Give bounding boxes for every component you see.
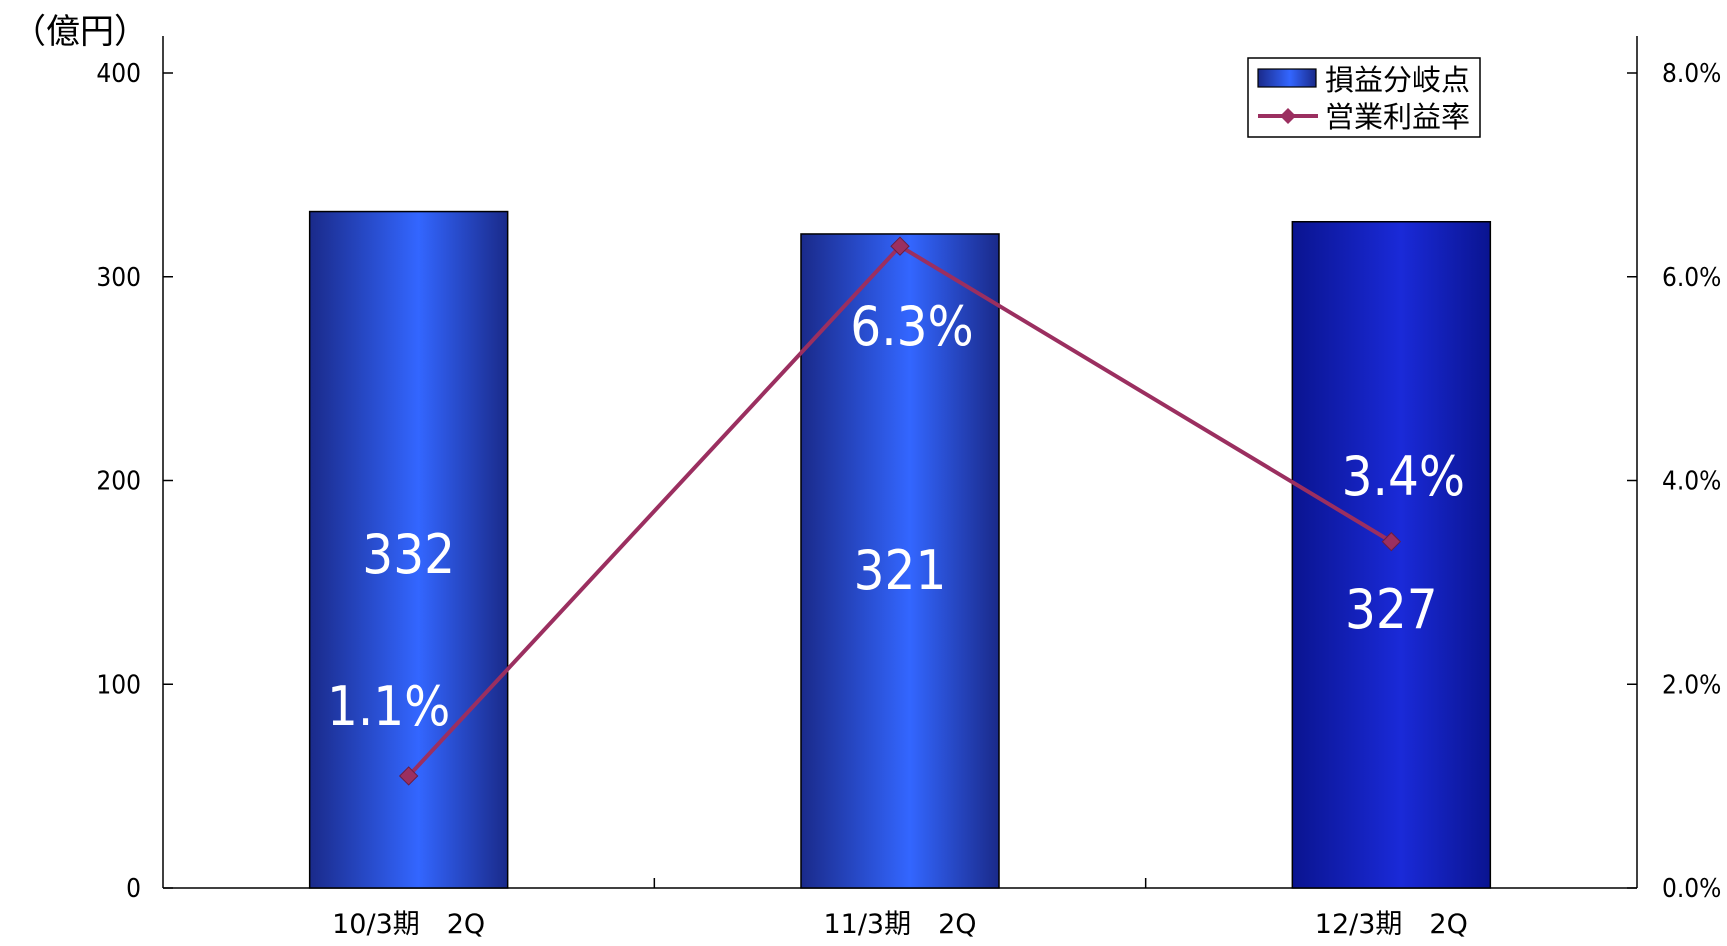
right-tick-label: 8.0% bbox=[1662, 59, 1721, 89]
right-tick-label: 2.0% bbox=[1662, 670, 1721, 700]
legend-line-marker bbox=[1280, 108, 1296, 124]
line-value-label: 1.1% bbox=[327, 675, 450, 738]
left-tick-label: 0 bbox=[126, 874, 141, 904]
bar-value-label: 332 bbox=[362, 523, 455, 586]
y-axis-unit-label: （億円） bbox=[12, 12, 148, 52]
right-tick-label: 0.0% bbox=[1662, 874, 1721, 904]
data-labels: 332 321 327 1.1% 6.3% 3.4% bbox=[327, 295, 1465, 738]
category-label: 10/3期 2Q bbox=[332, 909, 485, 940]
left-tick-label: 300 bbox=[96, 263, 141, 293]
right-tick-label: 6.0% bbox=[1662, 263, 1721, 293]
line-value-label: 3.4% bbox=[1342, 445, 1465, 508]
legend-bar-swatch bbox=[1257, 68, 1317, 88]
line-point-marker bbox=[890, 236, 910, 256]
line-series bbox=[398, 236, 1402, 786]
left-tick-label: 400 bbox=[96, 59, 141, 89]
line-point-marker bbox=[398, 766, 419, 786]
right-tick-label: 4.0% bbox=[1662, 467, 1721, 497]
category-label: 12/3期 2Q bbox=[1315, 909, 1468, 940]
legend-label-line: 営業利益率 bbox=[1325, 100, 1470, 134]
bar bbox=[800, 233, 1000, 889]
category-label: 11/3期 2Q bbox=[823, 909, 976, 940]
line-value-label: 6.3% bbox=[850, 295, 973, 358]
left-tick-label: 200 bbox=[96, 467, 141, 497]
bar-value-label: 321 bbox=[854, 539, 947, 602]
legend-label-bar: 損益分岐点 bbox=[1325, 63, 1470, 97]
line-point-marker bbox=[1381, 531, 1402, 552]
bar bbox=[1291, 220, 1492, 889]
bar-value-label: 327 bbox=[1345, 578, 1438, 641]
left-tick-label: 100 bbox=[96, 670, 141, 700]
